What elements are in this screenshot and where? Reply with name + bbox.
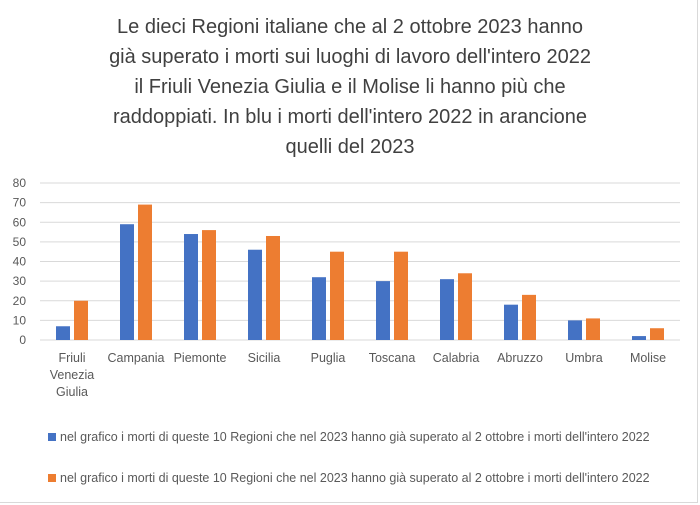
bar-2022 [568,320,582,340]
title-line: già superato i morti sui luoghi di lavor… [109,46,591,68]
y-tick-label: 50 [13,235,27,249]
x-tick-label: Toscana [369,351,416,365]
bar-2023 [330,251,344,340]
x-tick-label: Friuli Venezia Giulia [50,351,95,399]
legend-item-1: nel grafico i morti di queste 10 Regioni… [48,470,668,486]
x-tick-label: Abruzzo [497,351,543,365]
bar-2023 [394,251,408,340]
title-line: Le dieci Regioni italiane che al 2 ottob… [117,16,583,38]
bar-2022 [632,336,646,340]
bar-2022 [56,326,70,340]
y-tick-label: 0 [19,333,26,347]
y-tick-label: 80 [13,176,27,190]
bar-2023 [650,328,664,340]
x-tick-label: Umbra [565,351,603,365]
y-tick-label: 70 [13,196,27,210]
bar-2023 [586,318,600,340]
bar-2023 [138,204,152,340]
x-tick-label: Molise [630,351,666,365]
bar-2022 [120,224,134,340]
bar-2022 [248,249,262,340]
y-tick-label: 40 [13,255,27,269]
bar-2022 [376,281,390,340]
bar-2022 [312,277,326,340]
legend-item-0: nel grafico i morti di queste 10 Regioni… [48,429,668,445]
title-line: raddoppiati. In blu i morti dell'intero … [112,106,588,128]
title-line: il Friuli Venezia Giulia e il Molise li … [134,76,566,98]
bar-2023 [202,230,216,340]
x-tick-label: Puglia [311,351,346,365]
y-tick-label: 10 [13,313,27,327]
chart-title: Le dieci Regioni italiane che al 2 ottob… [40,12,660,162]
y-tick-label: 20 [13,294,27,308]
bar-2023 [458,273,472,340]
x-tick-label: Sicilia [248,351,281,365]
y-tick-label: 30 [13,274,27,288]
bar-2022 [504,304,518,340]
legend-label: nel grafico i morti di queste 10 Regioni… [60,430,650,444]
x-tick-label: Calabria [433,351,480,365]
bar-2023 [266,235,280,340]
legend-swatch-blue [48,433,56,441]
bar-2023 [74,300,88,340]
title-line: quelli del 2023 [285,136,415,158]
bar-2022 [184,234,198,340]
x-tick-label: Piemonte [174,351,227,365]
legend-label: nel grafico i morti di queste 10 Regioni… [60,471,650,485]
bar-2023 [522,294,536,340]
x-tick-label: Campania [108,351,165,365]
y-tick-label: 60 [13,215,27,229]
legend-swatch-orange [48,474,56,482]
bar-2022 [440,279,454,340]
